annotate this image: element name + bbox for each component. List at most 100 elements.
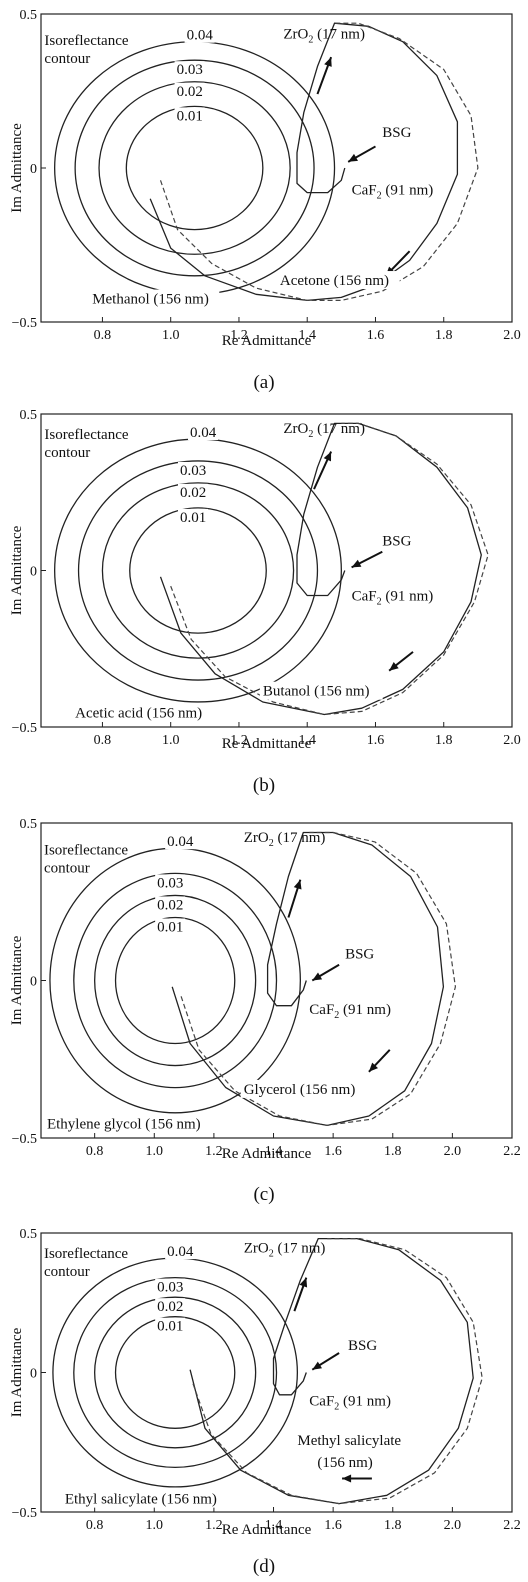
x-tick-label: 1.8 xyxy=(435,328,453,343)
zro2-subscript: 2 xyxy=(269,838,274,849)
caf2-label: CaF2 (91 nm) xyxy=(309,1393,391,1412)
x-tick-label: 1.0 xyxy=(146,1144,164,1159)
isoreflectance-label: Isoreflectance xyxy=(44,427,128,443)
panel-caption: (d) xyxy=(253,1556,275,1577)
panel-caption: (c) xyxy=(253,1184,274,1205)
caf2-label: CaF2 (91 nm) xyxy=(352,589,434,608)
caf2-label: CaF2 (91 nm) xyxy=(352,183,434,202)
contour-label: 0.04 xyxy=(167,1244,194,1260)
direction-arrow-up-head xyxy=(323,451,332,462)
contour-label-bg xyxy=(188,424,218,441)
isoreflectance-contour xyxy=(114,1316,236,1429)
direction-arrow-down-head xyxy=(389,662,399,671)
isoreflectance-label: Isoreflectance xyxy=(44,1246,128,1262)
caf2-main: CaF xyxy=(352,183,377,199)
contour-label: 0.02 xyxy=(157,897,183,913)
zro2-subscript: 2 xyxy=(308,35,313,46)
solvent-inner-label: Methanol (156 nm) xyxy=(92,292,209,308)
solvent-inner-label: Ethylene glycol (156 nm) xyxy=(47,1117,201,1133)
x-tick-label: 1.0 xyxy=(162,328,180,343)
x-tick-label: 1.2 xyxy=(205,1144,223,1159)
x-tick-label: 1.6 xyxy=(367,328,385,343)
bsg-label: BSG xyxy=(345,946,374,962)
x-tick-label: 1.0 xyxy=(162,733,180,748)
isoreflectance-contour xyxy=(125,105,264,231)
direction-arrow-up-head xyxy=(324,57,332,67)
y-tick-label: 0.5 xyxy=(20,817,38,832)
contour-label: 0.03 xyxy=(157,875,183,891)
y-tick-label: −0.5 xyxy=(12,1132,37,1147)
isoreflectance-contour xyxy=(114,916,236,1045)
contour-label: 0.02 xyxy=(177,84,203,100)
direction-arrow-up-head xyxy=(293,879,302,890)
contour-label-bg xyxy=(178,461,208,478)
zro2-main: ZrO xyxy=(244,830,269,846)
y-tick-label: −0.5 xyxy=(12,316,37,331)
isoreflectance-label: Isoreflectance xyxy=(44,843,128,859)
contour-label: 0.04 xyxy=(167,834,194,850)
bsg-label: BSG xyxy=(382,533,411,549)
solvent-outer-label: Glycerol (156 nm) xyxy=(244,1082,356,1098)
zro2-thickness: (17 nm) xyxy=(274,1241,326,1257)
contour-word-label: contour xyxy=(44,861,90,877)
isoreflectance-contour xyxy=(129,507,267,634)
x-tick-label: 1.0 xyxy=(146,1518,164,1533)
solvent-outer-label: Acetone (156 nm) xyxy=(280,273,389,289)
zro2-thickness: (17 nm) xyxy=(274,830,326,846)
chart-panel: 0.8 1.0 1.2 1.4 1.6 1.8 2.0 2.2 0.5 0 −0.5 Re Admit… xyxy=(9,1227,521,1577)
solvent-outer-label: Methyl salicylate xyxy=(297,1433,401,1449)
x-tick-label: 1.2 xyxy=(205,1518,223,1533)
caf2-subscript: 2 xyxy=(377,191,382,202)
x-tick-label: 1.8 xyxy=(384,1518,402,1533)
x-tick-label: 1.6 xyxy=(324,1144,342,1159)
chart-panel: 0.8 1.0 1.2 1.4 1.6 1.8 2.0 0.5 0 −0.5 Re Admittan… xyxy=(9,408,521,796)
y-tick-label: 0.5 xyxy=(20,1227,38,1242)
x-tick-label: 2.2 xyxy=(503,1144,521,1159)
y-axis-title: Im Admittance xyxy=(9,1327,25,1417)
zro2-label: ZrO2 (17 nm) xyxy=(244,830,326,849)
caf2-subscript: 2 xyxy=(377,597,382,608)
x-axis-title: Re Admittance xyxy=(222,333,312,349)
x-axis-title: Re Admittance xyxy=(222,1522,312,1538)
y-axis-title: Im Admittance xyxy=(9,123,25,213)
isoreflectance-contour xyxy=(94,1296,257,1449)
direction-arrow-down-head xyxy=(368,1062,378,1072)
contour-word-label: contour xyxy=(44,1264,90,1280)
caf2-thickness: (91 nm) xyxy=(382,589,434,605)
contour-label-bg xyxy=(178,483,208,500)
x-tick-label: 0.8 xyxy=(94,328,112,343)
zro2-main: ZrO xyxy=(244,1241,269,1257)
solvent-inner-label: Ethyl salicylate (156 nm) xyxy=(65,1492,217,1508)
solvent-outer-label-bg xyxy=(259,681,383,700)
contour-label: 0.04 xyxy=(187,28,214,44)
caf2-thickness: (91 nm) xyxy=(382,183,434,199)
contour-label-bg xyxy=(174,61,205,78)
contour-label: 0.02 xyxy=(157,1299,183,1315)
solvent-inner-label: Acetic acid (156 nm) xyxy=(75,706,202,722)
bsg-pointer-arrow-head xyxy=(351,559,362,568)
isoreflectance-contour xyxy=(94,894,257,1067)
x-tick-label: 1.4 xyxy=(298,733,316,748)
solvent-inner-label-bg xyxy=(61,1489,251,1508)
solvent-inner-label-bg xyxy=(43,1114,226,1133)
contour-word-label: contour xyxy=(44,51,90,67)
x-tick-label: 0.8 xyxy=(86,1518,104,1533)
zro2-label: ZrO2 (17 nm) xyxy=(283,27,365,46)
contour-label-bg xyxy=(155,1298,186,1315)
contour-label: 0.03 xyxy=(157,1280,183,1296)
x-tick-label: 2.0 xyxy=(503,328,521,343)
direction-arrow-down-head xyxy=(342,1474,352,1483)
solvent-outer-label-line2-bg xyxy=(314,1453,379,1472)
x-tick-label: 2.0 xyxy=(503,733,521,748)
bsg-pointer-arrow-head xyxy=(348,153,358,162)
series-line xyxy=(159,22,479,301)
series-line xyxy=(180,831,456,1126)
isoreflectance-contour xyxy=(73,1276,278,1469)
solvent-inner-label-bg xyxy=(89,289,220,308)
x-tick-label: 2.2 xyxy=(503,1518,521,1533)
caf2-main: CaF xyxy=(309,1002,334,1018)
x-tick-label: 1.8 xyxy=(384,1144,402,1159)
y-axis-title: Im Admittance xyxy=(9,525,25,615)
solvent-outer-label-bg xyxy=(276,271,400,290)
